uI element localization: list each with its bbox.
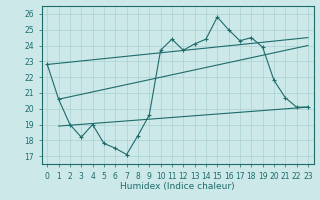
X-axis label: Humidex (Indice chaleur): Humidex (Indice chaleur) xyxy=(120,182,235,191)
